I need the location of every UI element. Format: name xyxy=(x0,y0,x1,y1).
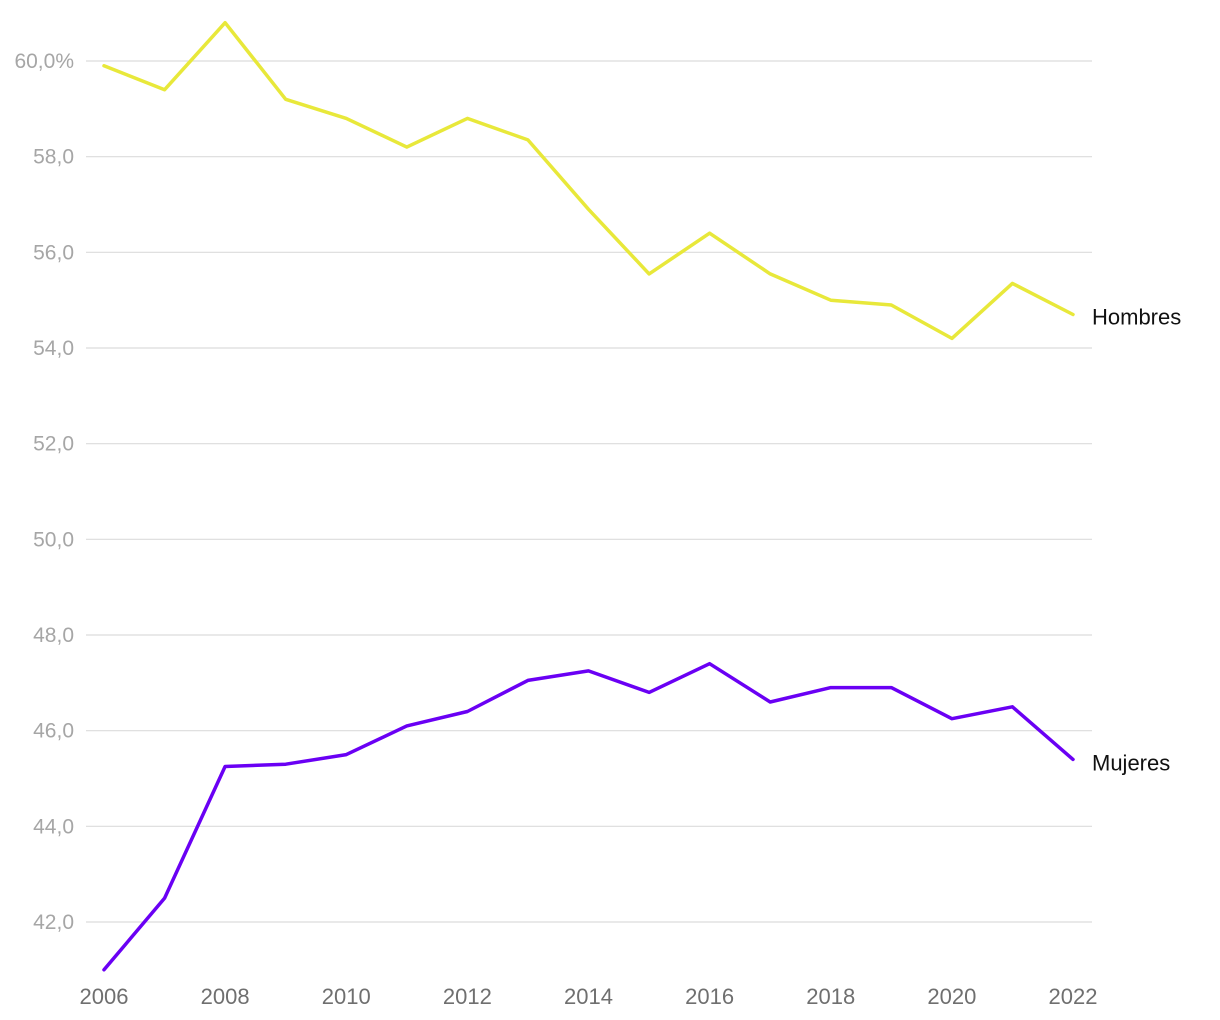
y-tick-label: 42,0 xyxy=(33,911,74,934)
x-tick-label: 2008 xyxy=(201,984,250,1009)
series-end-labels: Hombres Mujeres xyxy=(1092,305,1181,776)
x-tick-label: 2020 xyxy=(927,984,976,1009)
x-axis-tick-labels: 2006 2008 2010 2012 2014 2016 2018 2020 2022 xyxy=(80,984,1098,1009)
y-tick-label: 50,0 xyxy=(33,528,74,551)
x-tick-label: 2018 xyxy=(806,984,855,1009)
y-tick-label: 54,0 xyxy=(33,337,74,360)
y-tick-label: 48,0 xyxy=(33,624,74,647)
series-label-mujeres: Mujeres xyxy=(1092,750,1170,775)
y-tick-label: 46,0 xyxy=(33,720,74,743)
gridlines xyxy=(86,60,1092,923)
series-line-mujeres xyxy=(102,661,1075,972)
y-axis-tick-labels: 42,0 44,0 46,0 48,0 50,0 52,0 54,0 56,0 58,0 60,0… xyxy=(14,50,74,934)
x-tick-label: 2010 xyxy=(322,984,371,1009)
y-tick-label: 60,0% xyxy=(14,50,74,73)
y-tick-label: 58,0 xyxy=(33,146,74,169)
x-tick-label: 2014 xyxy=(564,984,613,1009)
x-tick-label: 2022 xyxy=(1049,984,1098,1009)
series-label-hombres: Hombres xyxy=(1092,305,1181,330)
x-tick-label: 2016 xyxy=(685,984,734,1009)
y-tick-label: 56,0 xyxy=(33,241,74,264)
y-tick-label: 44,0 xyxy=(33,815,74,838)
x-tick-label: 2012 xyxy=(443,984,492,1009)
series-lines xyxy=(102,20,1075,972)
y-tick-label: 52,0 xyxy=(33,433,74,456)
x-tick-label: 2006 xyxy=(80,984,129,1009)
series-line-hombres xyxy=(102,20,1075,341)
